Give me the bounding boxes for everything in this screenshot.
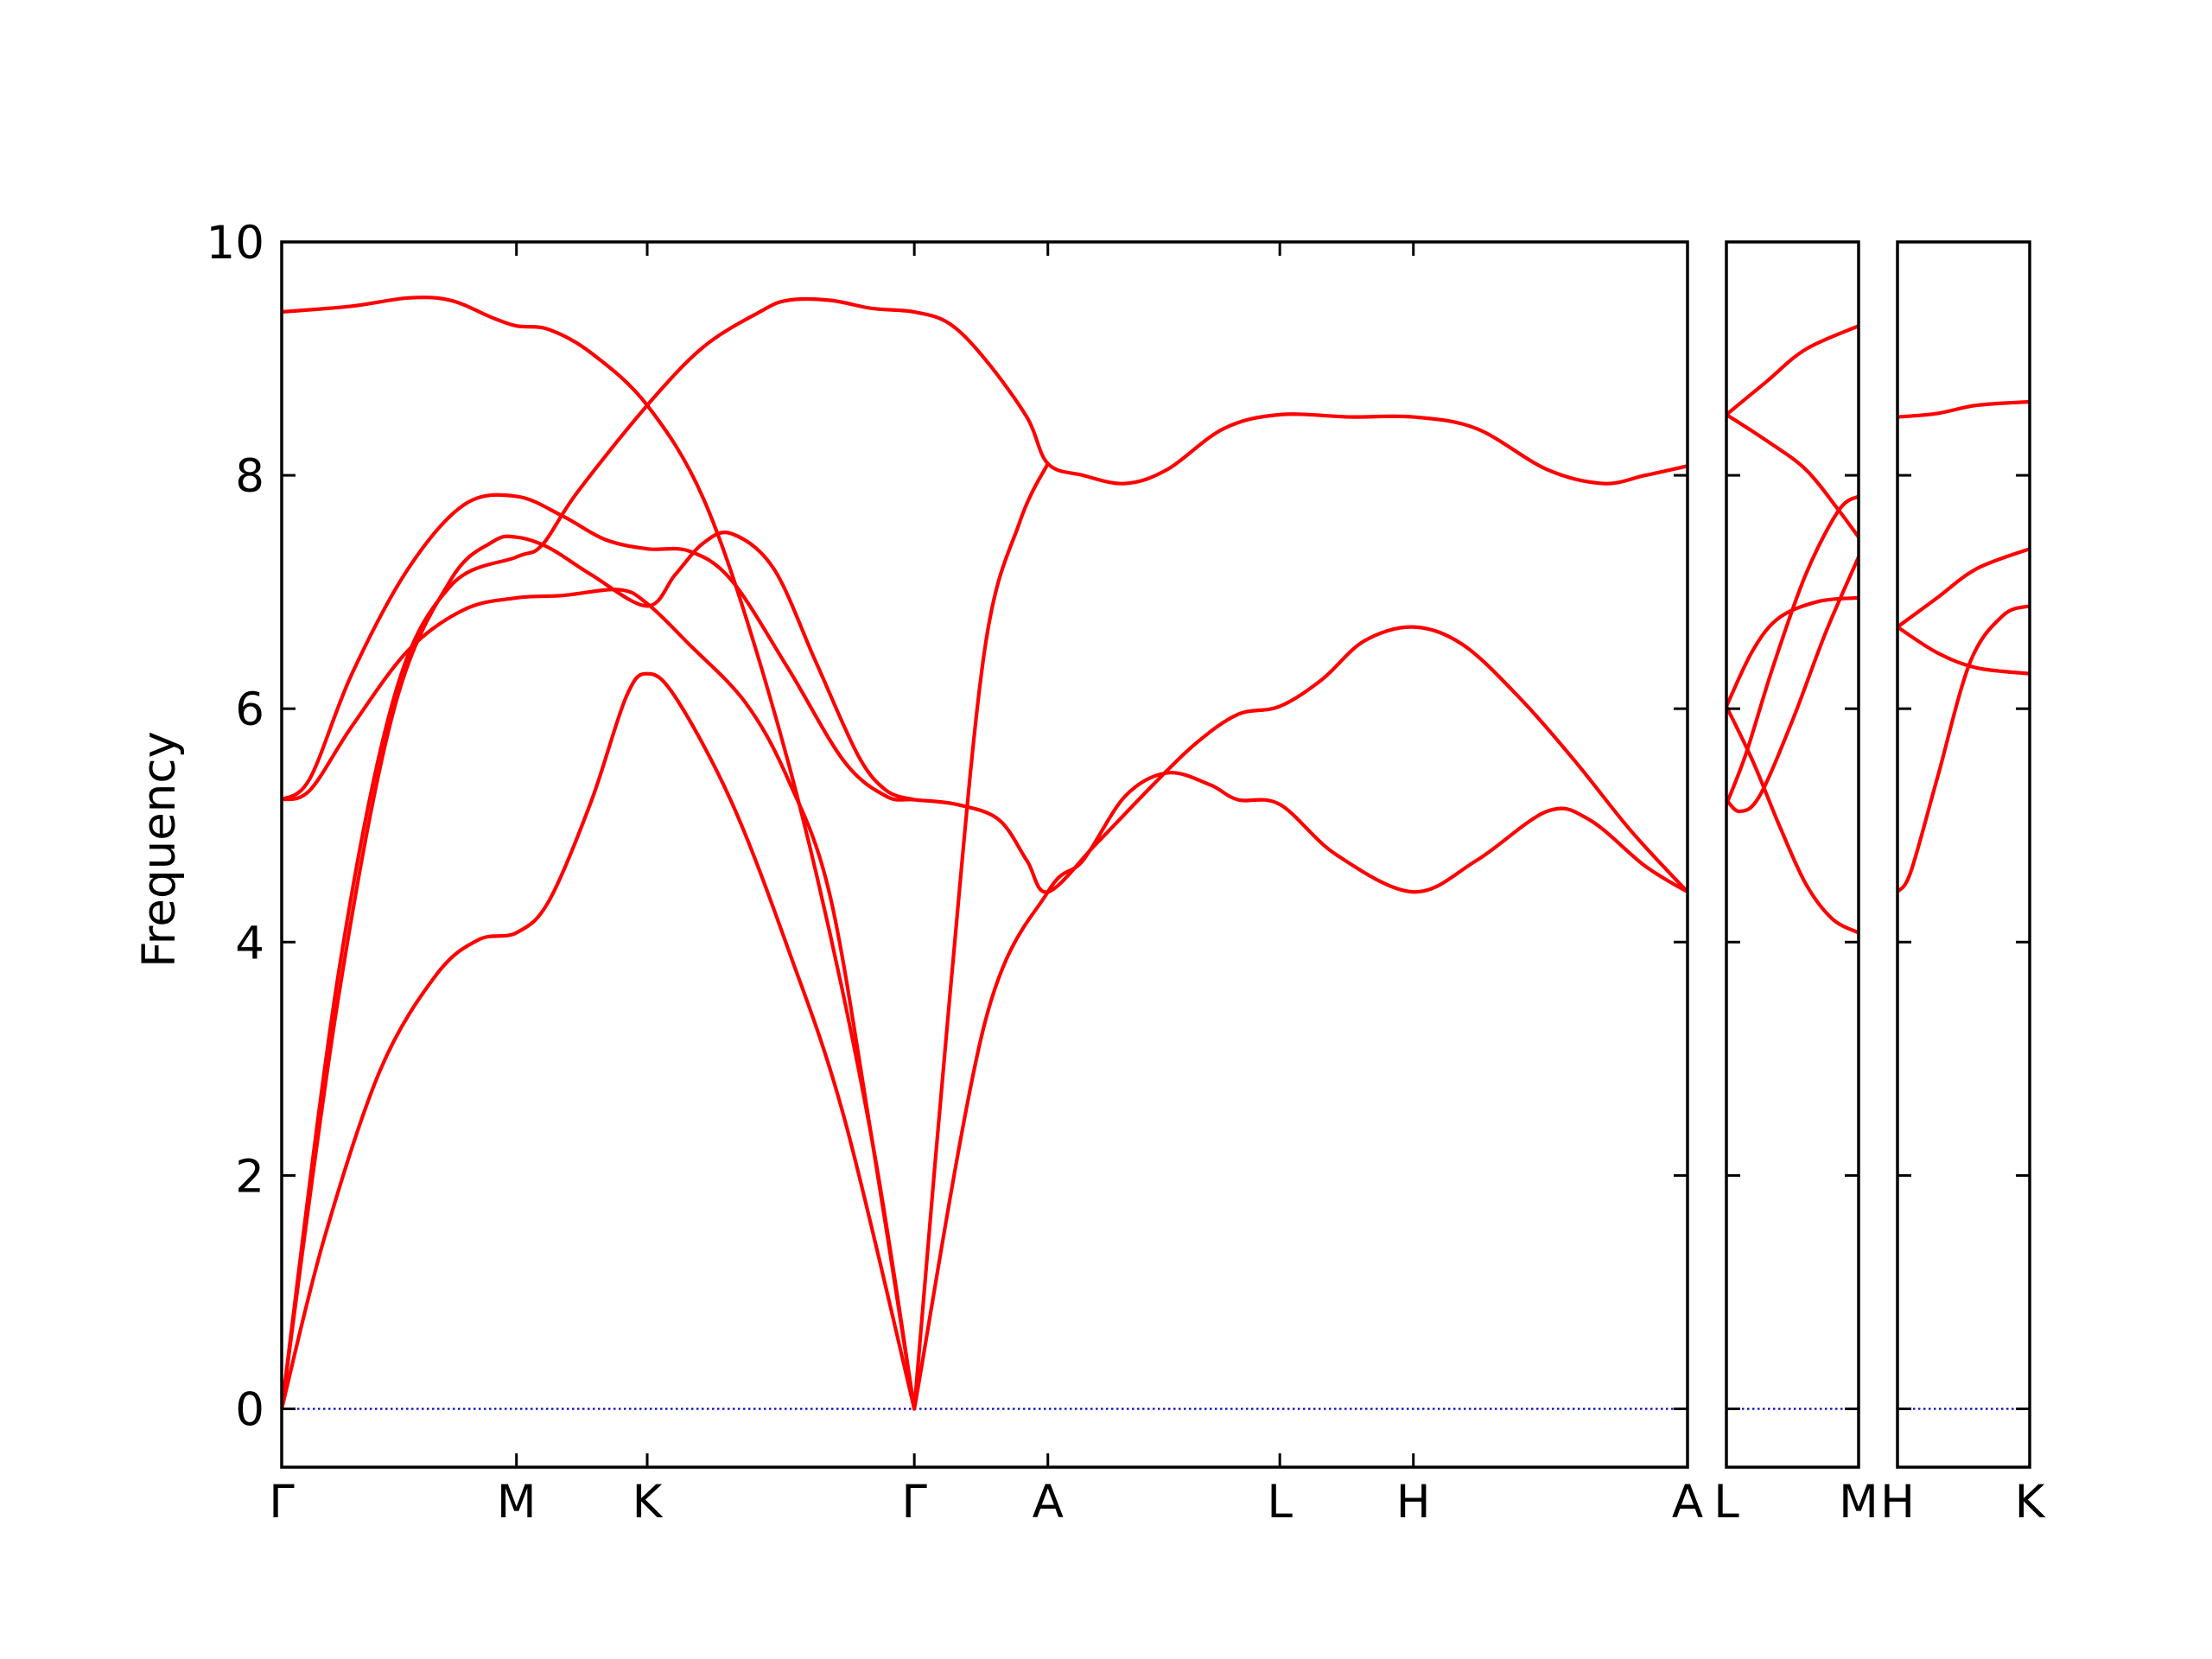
band-main-7 [912, 461, 1050, 1411]
band-main-3 [282, 493, 1688, 894]
y-tick-label: 10 [207, 217, 264, 270]
band-HK-1 [1897, 547, 2030, 629]
band-main-0 [282, 296, 917, 1411]
band-LM-2 [1726, 704, 1859, 935]
y-tick-label: 6 [235, 683, 264, 736]
band-HK-0 [1897, 399, 2030, 419]
panel-frame-main [280, 240, 1689, 1469]
x-tick-label: A [1672, 1476, 1703, 1529]
band-LM-5 [1726, 555, 1859, 814]
band-main-2 [282, 588, 917, 1411]
band-HK-3 [1897, 604, 2030, 894]
y-tick-label: 2 [235, 1150, 264, 1203]
y-axis-label: Frequency [133, 731, 186, 968]
x-tick-label: L [1267, 1476, 1293, 1529]
x-tick-label: M [497, 1476, 537, 1529]
x-tick-label: H [1880, 1476, 1915, 1529]
band-main-1 [282, 296, 1688, 1411]
panel-frame-HK [1896, 240, 2031, 1469]
y-tick-label: 0 [235, 1383, 264, 1436]
band-main-4 [282, 531, 917, 1411]
x-tick-label: Γ [901, 1476, 927, 1529]
x-tick-label: K [632, 1476, 664, 1529]
x-tick-label: M [1839, 1476, 1878, 1529]
band-main-6 [912, 771, 1688, 1411]
x-tick-label: H [1396, 1476, 1431, 1529]
x-tick-label: K [2015, 1476, 2046, 1529]
band-LM-4 [1726, 494, 1859, 807]
x-tick-label: L [1713, 1476, 1739, 1529]
band-HK-2 [1897, 625, 2030, 676]
y-tick-label: 8 [235, 450, 264, 503]
panel-frame-LM [1725, 240, 1860, 1469]
y-tick-label: 4 [235, 917, 264, 969]
band-LM-1 [1726, 412, 1859, 539]
band-main-5 [282, 671, 917, 1411]
x-tick-label: Γ [269, 1476, 295, 1529]
band-LM-0 [1726, 324, 1859, 416]
band-LM-3 [1726, 595, 1859, 709]
x-tick-label: A [1033, 1476, 1064, 1529]
